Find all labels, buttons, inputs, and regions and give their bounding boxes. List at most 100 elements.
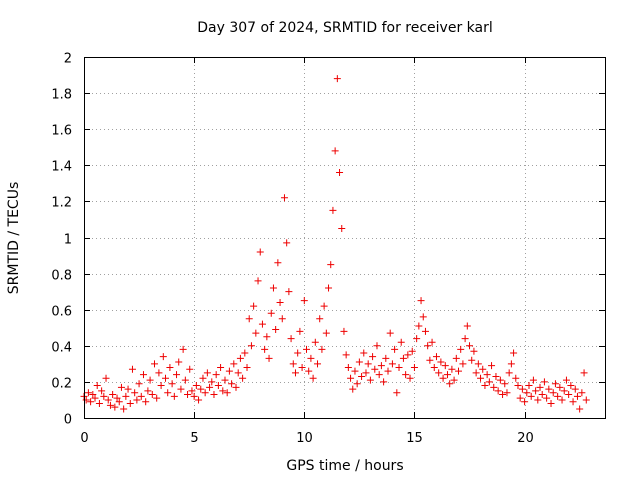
tick-layer: 00.20.40.60.811.21.41.61.820 5 10 15 20 (51, 52, 605, 446)
data-point (536, 383, 544, 391)
data-point (481, 382, 489, 390)
data-point (358, 372, 366, 380)
y-tick-label: 0.6 (51, 305, 72, 320)
data-point (463, 322, 471, 330)
data-point (461, 335, 469, 343)
data-point (342, 351, 350, 359)
data-point (514, 382, 522, 390)
data-point (243, 363, 251, 371)
data-point (547, 400, 555, 408)
data-point (369, 353, 377, 361)
data-point (573, 392, 581, 400)
data-point (291, 369, 299, 377)
data-point (142, 398, 150, 406)
data-point (322, 329, 330, 337)
data-point (448, 365, 456, 373)
data-point (146, 376, 154, 384)
data-point (538, 391, 546, 399)
data-point (239, 374, 247, 382)
data-point (272, 326, 280, 334)
x-tick-label: 15 (406, 431, 423, 446)
data-point (175, 358, 183, 366)
data-point (483, 371, 491, 379)
data-point (450, 376, 458, 384)
data-point (236, 354, 244, 362)
data-point (477, 374, 485, 382)
data-point (419, 313, 427, 321)
data-point (217, 363, 225, 371)
data-point (413, 335, 421, 343)
data-point (580, 369, 588, 377)
data-point (87, 398, 95, 406)
data-point (120, 405, 128, 413)
data-point (214, 382, 222, 390)
data-point (556, 383, 564, 391)
data-point (181, 376, 189, 384)
data-point (377, 362, 385, 370)
y-axis-label: SRMTID / TECUs (6, 182, 22, 295)
data-point (327, 261, 335, 269)
data-point (289, 360, 297, 368)
y-tick-label: 0.4 (51, 341, 72, 356)
data-point (283, 239, 291, 247)
data-point (551, 380, 559, 388)
data-point (428, 338, 436, 346)
data-point (452, 354, 460, 362)
data-point (338, 224, 346, 232)
data-point (569, 398, 577, 406)
data-point (582, 396, 590, 404)
data-point (437, 358, 445, 366)
data-point (466, 342, 474, 350)
data-point (89, 391, 97, 399)
data-point (276, 298, 284, 306)
data-point (503, 389, 511, 397)
data-point (417, 297, 425, 305)
data-point (168, 380, 176, 388)
y-tick-label: 0 (64, 413, 72, 428)
data-point (406, 374, 414, 382)
data-point (139, 371, 147, 379)
data-point (309, 374, 317, 382)
data-point (208, 378, 216, 386)
data-point (402, 371, 410, 379)
data-point (470, 347, 478, 355)
data-point (148, 391, 156, 399)
data-point (137, 392, 145, 400)
data-point (124, 385, 132, 393)
data-point (472, 369, 480, 377)
data-point (234, 369, 242, 377)
data-point (122, 392, 130, 400)
data-point (499, 391, 507, 399)
data-point (424, 342, 432, 350)
data-point (439, 374, 447, 382)
data-point (399, 354, 407, 362)
data-point (274, 259, 282, 267)
data-point (395, 363, 403, 371)
data-point (325, 284, 333, 292)
data-point (258, 320, 266, 328)
data-point (353, 380, 361, 388)
data-point (245, 315, 253, 323)
data-point (540, 378, 548, 386)
y-tick-label: 1 (64, 233, 72, 248)
data-point (446, 380, 454, 388)
data-point (576, 405, 584, 413)
data-point (278, 315, 286, 323)
data-point (305, 367, 313, 375)
data-point (256, 248, 264, 256)
data-point (558, 396, 566, 404)
data-point (388, 360, 396, 368)
data-point (485, 378, 493, 386)
data-point (560, 387, 568, 395)
data-point (468, 356, 476, 364)
data-point (287, 335, 295, 343)
data-point (230, 360, 238, 368)
data-point (98, 387, 106, 395)
data-point (518, 385, 526, 393)
data-point (441, 362, 449, 370)
data-point (263, 333, 271, 341)
data-point (516, 394, 524, 402)
data-point (95, 400, 103, 408)
data-point (371, 365, 379, 373)
data-point (225, 367, 233, 375)
